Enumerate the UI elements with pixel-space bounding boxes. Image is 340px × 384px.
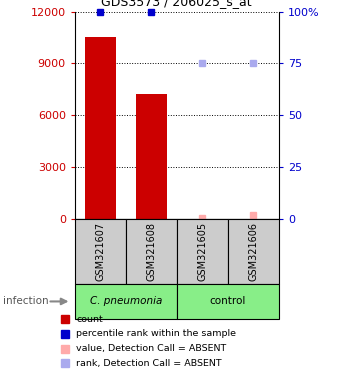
Text: GSM321606: GSM321606	[248, 222, 258, 281]
Text: percentile rank within the sample: percentile rank within the sample	[76, 329, 237, 338]
Bar	[85, 38, 116, 219]
Text: control: control	[210, 296, 246, 306]
Text: infection: infection	[3, 296, 49, 306]
Bar	[177, 219, 228, 284]
Bar	[75, 284, 177, 319]
Text: rank, Detection Call = ABSENT: rank, Detection Call = ABSENT	[76, 359, 222, 367]
Bar	[136, 94, 167, 219]
Bar	[177, 284, 279, 319]
Bar	[126, 219, 177, 284]
Text: count: count	[76, 315, 103, 324]
Title: GDS3573 / 206025_s_at: GDS3573 / 206025_s_at	[101, 0, 252, 8]
Bar	[75, 219, 126, 284]
Text: GSM321608: GSM321608	[146, 222, 156, 281]
Text: C. pneumonia: C. pneumonia	[90, 296, 162, 306]
Text: GSM321605: GSM321605	[197, 222, 207, 281]
Bar	[228, 219, 279, 284]
Text: value, Detection Call = ABSENT: value, Detection Call = ABSENT	[76, 344, 227, 353]
Text: GSM321607: GSM321607	[95, 222, 105, 281]
